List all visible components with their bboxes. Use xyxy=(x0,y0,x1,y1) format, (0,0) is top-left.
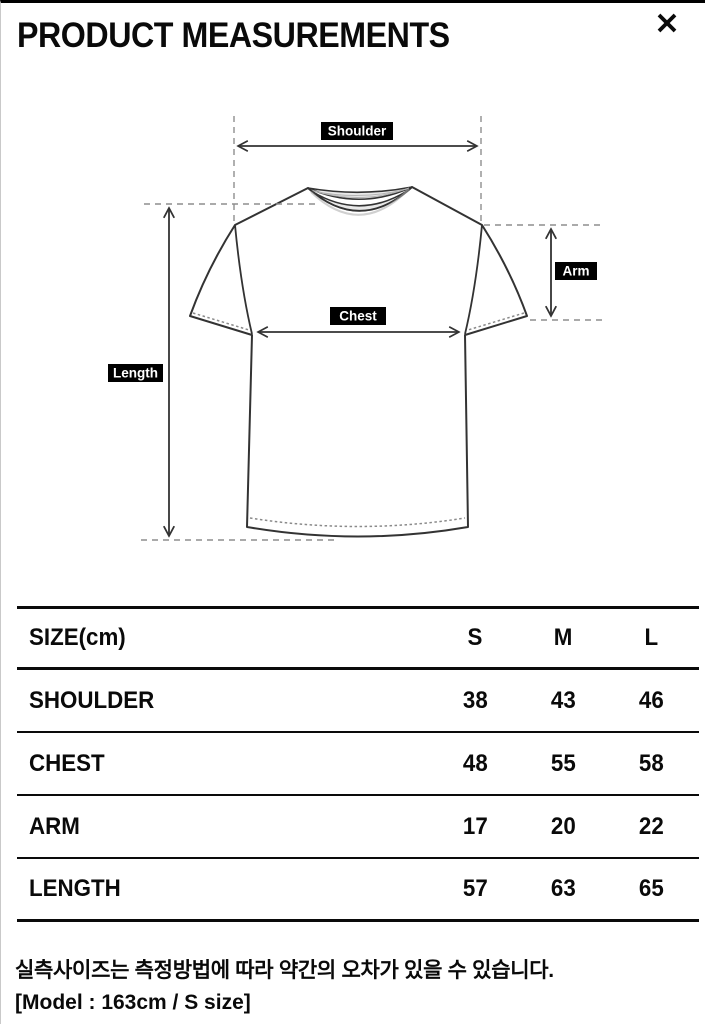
close-icon xyxy=(657,13,677,33)
length-badge: Length xyxy=(108,364,163,382)
stitch-lines xyxy=(192,312,525,528)
model-info: [Model : 163cm / S size] xyxy=(15,991,251,1014)
table-row-length: LENGTH 57 63 65 xyxy=(17,859,699,922)
row-label: SHOULDER xyxy=(29,686,155,714)
length-badge-label: Length xyxy=(113,366,158,381)
value-cell: 63 xyxy=(550,875,576,902)
chest-badge-label: Chest xyxy=(339,309,377,324)
value-cell: 55 xyxy=(550,749,576,777)
close-button[interactable] xyxy=(652,9,682,39)
value-cell: 43 xyxy=(550,686,576,714)
shoulder-badge: Shoulder xyxy=(321,122,393,140)
value-cell: 20 xyxy=(550,812,576,840)
value-cell: 22 xyxy=(638,812,664,840)
row-label: LENGTH xyxy=(29,875,121,902)
tshirt-measurement-diagram: Shoulder Arm Chest Length xyxy=(108,116,602,541)
page-title: PRODUCT MEASUREMENTS xyxy=(17,16,450,55)
measurement-badges: Shoulder Arm Chest Length xyxy=(108,122,597,382)
value-cell: 46 xyxy=(638,686,664,714)
collar-front-band xyxy=(307,186,413,212)
row-label: CHEST xyxy=(29,749,105,777)
column-header-l: L xyxy=(644,624,658,651)
shoulder-badge-label: Shoulder xyxy=(328,124,387,139)
measurement-arrows xyxy=(169,146,551,536)
arm-badge-label: Arm xyxy=(562,264,589,279)
value-cell: 65 xyxy=(638,875,664,902)
value-cell: 38 xyxy=(462,686,488,714)
column-header-s: S xyxy=(467,624,483,651)
table-row-chest: CHEST 48 55 58 xyxy=(17,733,699,796)
size-table: SIZE(cm) S M L SHOULDER 38 43 46 CHEST 4… xyxy=(17,606,699,922)
value-cell: 58 xyxy=(638,749,664,777)
chest-badge: Chest xyxy=(330,307,386,325)
value-cell: 57 xyxy=(462,875,488,902)
measurement-disclaimer: 실측사이즈는 측정방법에 따라 약간의 오차가 있을 수 있습니다. xyxy=(15,959,554,982)
column-header-m: M xyxy=(553,624,573,651)
size-table-header-row: SIZE(cm) S M L xyxy=(17,609,699,670)
guide-lines xyxy=(141,116,602,541)
tshirt-outline xyxy=(189,186,528,538)
row-label: ARM xyxy=(29,812,80,840)
size-header-cell: SIZE(cm) xyxy=(29,624,126,651)
value-cell: 48 xyxy=(462,749,488,777)
table-row-arm: ARM 17 20 22 xyxy=(17,796,699,859)
arm-badge: Arm xyxy=(555,262,597,280)
value-cell: 17 xyxy=(462,812,488,840)
table-row-shoulder: SHOULDER 38 43 46 xyxy=(17,670,699,733)
